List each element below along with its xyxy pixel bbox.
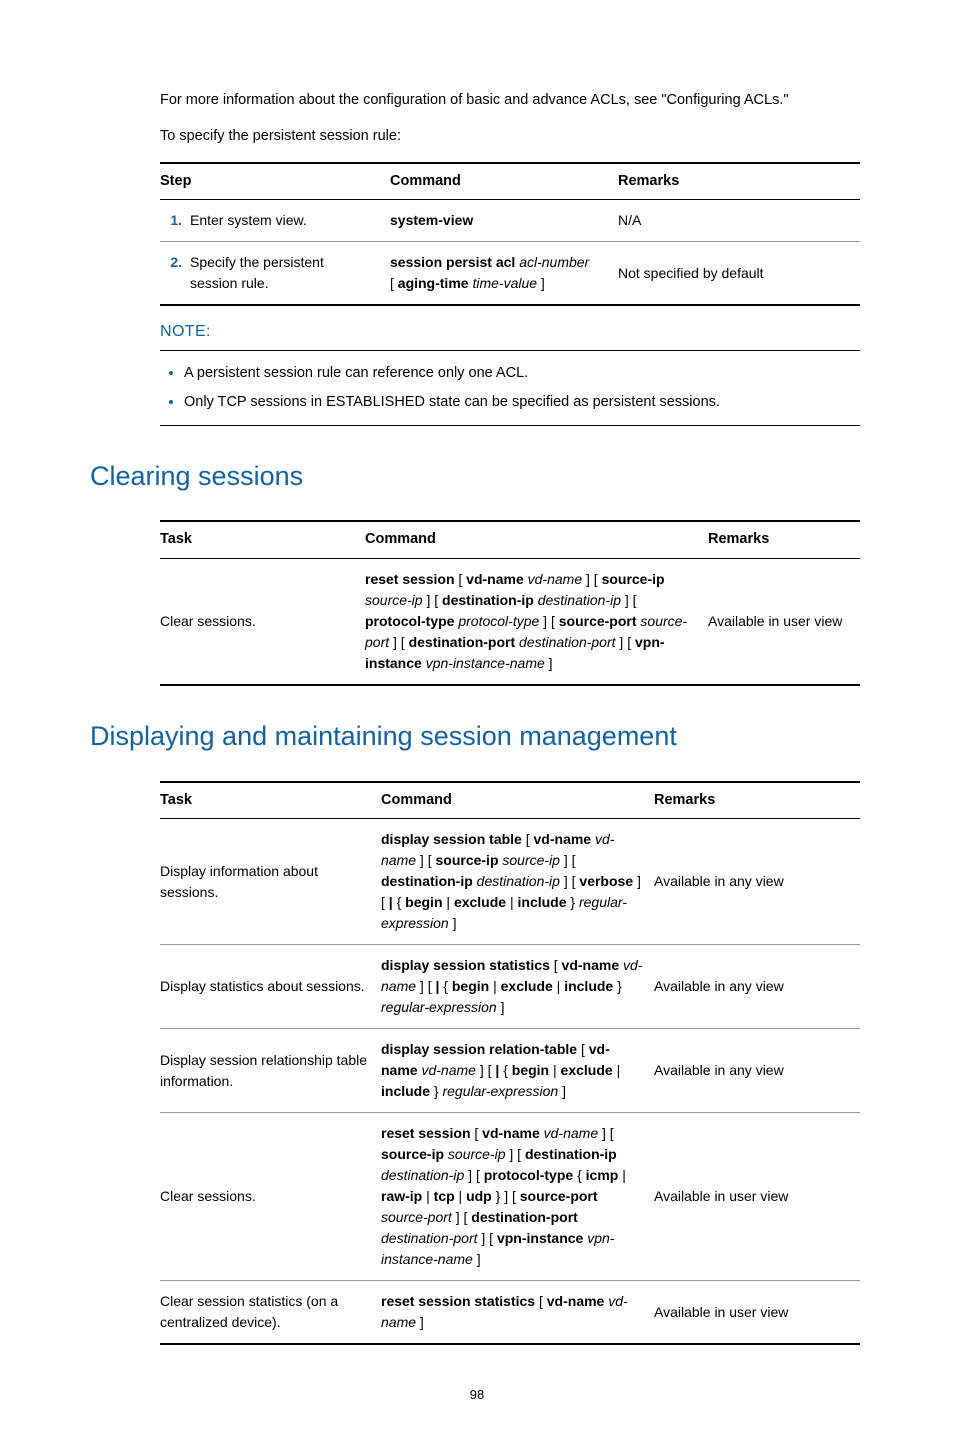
cell-task: Clear sessions.: [160, 559, 365, 686]
cell-remarks: Available in user view: [708, 559, 860, 686]
table-row: Display session relationship table infor…: [160, 1029, 860, 1113]
cell-command: display session statistics [ vd-name vd-…: [381, 945, 654, 1029]
table-persistent-session: Step Command Remarks 1. Enter system view…: [160, 162, 860, 307]
cell-command: session persist acl acl-number[ aging-ti…: [390, 242, 618, 306]
cell-command: reset session [ vd-name vd-name ] [ sour…: [381, 1113, 654, 1281]
note-item: Only TCP sessions in ESTABLISHED state c…: [184, 388, 860, 417]
table-row: Display statistics about sessions.displa…: [160, 945, 860, 1029]
cell-task: Display session relationship table infor…: [160, 1029, 381, 1113]
cell-remarks: Available in user view: [654, 1281, 860, 1345]
step-text: Enter system view.: [190, 210, 307, 231]
note-item: A persistent session rule can reference …: [184, 359, 860, 388]
note-box: A persistent session rule can reference …: [160, 350, 860, 426]
col-step: Step: [160, 163, 390, 200]
col-remarks: Remarks: [654, 782, 860, 819]
cell-task: Clear sessions.: [160, 1113, 381, 1281]
cell-command: reset session statistics [ vd-name vd-na…: [381, 1281, 654, 1345]
cell-command: display session relation-table [ vd-name…: [381, 1029, 654, 1113]
cell-command: system-view: [390, 200, 618, 242]
cell-remarks: Available in any view: [654, 945, 860, 1029]
note-label: NOTE:: [160, 320, 864, 344]
cell-remarks: Not specified by default: [618, 242, 860, 306]
col-task: Task: [160, 782, 381, 819]
step-number: 2.: [160, 252, 182, 273]
page-number: 98: [90, 1385, 864, 1405]
table-row: Display information about sessions.displ…: [160, 819, 860, 945]
cell-step: 2. Specify the persistent session rule.: [160, 242, 390, 306]
heading-displaying-maintaining: Displaying and maintaining session manag…: [90, 716, 864, 757]
cell-remarks: Available in any view: [654, 1029, 860, 1113]
cell-task: Display information about sessions.: [160, 819, 381, 945]
table-row: Clear sessions.reset session [ vd-name v…: [160, 1113, 860, 1281]
table-header-row: Task Command Remarks: [160, 521, 860, 558]
table-row: Clear sessions.reset session [ vd-name v…: [160, 559, 860, 686]
step-text: Specify the persistent session rule.: [190, 252, 370, 294]
heading-clearing-sessions: Clearing sessions: [90, 456, 864, 497]
cell-command: display session table [ vd-name vd-name …: [381, 819, 654, 945]
table-header-row: Step Command Remarks: [160, 163, 860, 200]
cell-command: reset session [ vd-name vd-name ] [ sour…: [365, 559, 708, 686]
col-command: Command: [365, 521, 708, 558]
intro-text-post: .": [779, 92, 788, 108]
cell-task: Display statistics about sessions.: [160, 945, 381, 1029]
cell-remarks: N/A: [618, 200, 860, 242]
table-clearing-sessions: Task Command Remarks Clear sessions.rese…: [160, 520, 860, 686]
cell-task: Clear session statistics (on a centraliz…: [160, 1281, 381, 1345]
cell-remarks: Available in any view: [654, 819, 860, 945]
intro-link: Configuring ACLs: [667, 92, 780, 108]
col-task: Task: [160, 521, 365, 558]
table-header-row: Task Command Remarks: [160, 782, 860, 819]
step-number: 1.: [160, 210, 182, 231]
intro-line-1: For more information about the configura…: [160, 90, 860, 112]
table-row: 2. Specify the persistent session rule. se…: [160, 242, 860, 306]
table-row: Clear session statistics (on a centraliz…: [160, 1281, 860, 1345]
col-remarks: Remarks: [708, 521, 860, 558]
intro-line-2: To specify the persistent session rule:: [160, 126, 860, 148]
intro-text-pre: For more information about the configura…: [160, 92, 667, 108]
cell-remarks: Available in user view: [654, 1113, 860, 1281]
table-display-maintain: Task Command Remarks Display information…: [160, 781, 860, 1346]
table-row: 1. Enter system view. system-viewN/A: [160, 200, 860, 242]
col-command: Command: [381, 782, 654, 819]
col-remarks: Remarks: [618, 163, 860, 200]
cell-step: 1. Enter system view.: [160, 200, 390, 242]
col-command: Command: [390, 163, 618, 200]
